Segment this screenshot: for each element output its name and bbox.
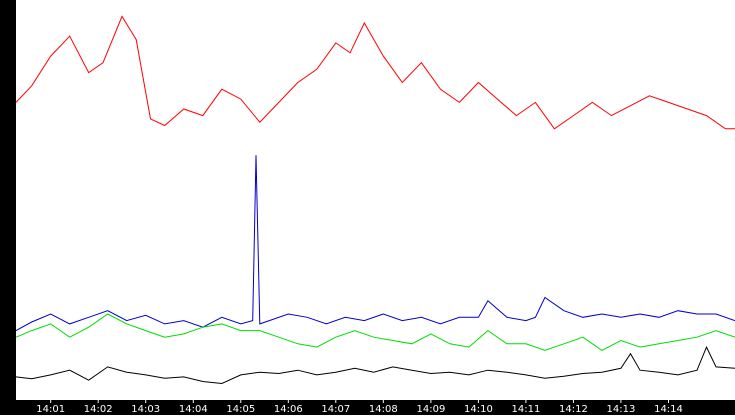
- y-tick-label: 2419: [4, 227, 15, 252]
- series-line-2: [15, 155, 735, 332]
- x-tick-label: 14:09: [416, 404, 445, 415]
- y-tick-label: 0: [4, 394, 15, 400]
- y-tick-label: 4838: [4, 67, 15, 92]
- x-tick-label: 14:02: [84, 404, 113, 415]
- x-tick-label: 14:04: [179, 404, 208, 415]
- x-tick-label: 14:13: [606, 404, 635, 415]
- x-tick-label: 14:06: [274, 404, 303, 415]
- y-tick-label: 604: [4, 351, 15, 370]
- y-tick-label: 1814: [4, 267, 15, 292]
- x-tick-label: 14:07: [321, 404, 350, 415]
- x-tick-label: 14:01: [36, 404, 65, 415]
- series-line-1: [15, 15, 735, 130]
- x-tick-label: 14:11: [511, 404, 540, 415]
- y-tick-label: 3024: [4, 187, 15, 212]
- series-layer: [15, 15, 735, 385]
- y-tick-label: 1209: [4, 307, 15, 332]
- series-line-4: [15, 345, 735, 385]
- x-tick-label: 14:10: [464, 404, 493, 415]
- x-tick-label: 14:05: [226, 404, 255, 415]
- x-axis-bar: [0, 400, 735, 415]
- y-tick-label: 3628: [4, 147, 15, 172]
- x-tick-label: 14:03: [131, 404, 160, 415]
- y-axis: 0 604 1209 1814 2419 3024 3628 4233 4838 5443 6048: [4, 0, 15, 400]
- x-tick-label: 14:14: [654, 404, 683, 415]
- y-tick-label: 5443: [4, 27, 15, 52]
- y-tick-label: 6048: [4, 0, 15, 25]
- y-axis-bar: [0, 0, 16, 415]
- x-axis: 14:01 14:02 14:03 14:04 14:05 14:06 14:07 14:08…: [36, 400, 683, 415]
- y-tick-label: 4233: [4, 107, 15, 132]
- x-tick-label: 14:08: [369, 404, 398, 415]
- x-tick-label: 14:12: [559, 404, 588, 415]
- series-line-3: [15, 313, 735, 351]
